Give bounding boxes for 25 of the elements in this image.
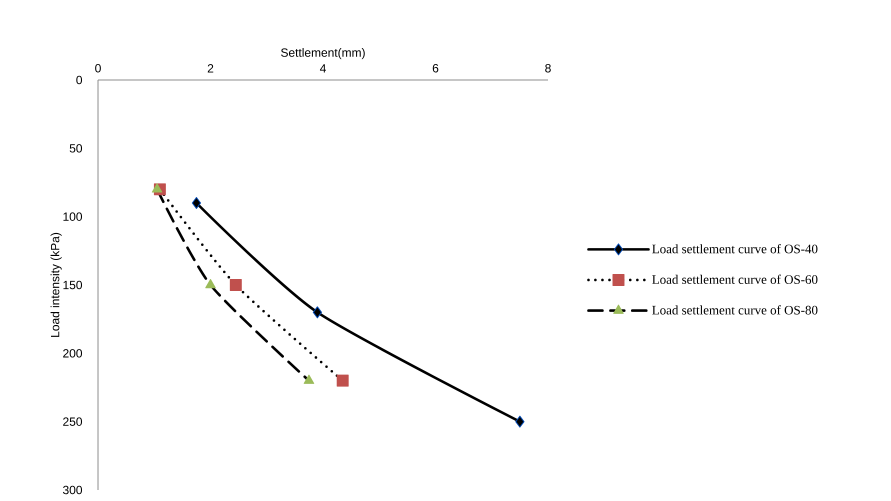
x-tick-label: 4: [320, 64, 326, 72]
point: [205, 279, 216, 288]
x-axis-title: Settlement(mm): [281, 48, 365, 60]
point: [304, 374, 314, 384]
point: [515, 416, 524, 428]
y-tick-label: 200: [63, 349, 82, 358]
y-tick-label: 300: [62, 486, 82, 494]
y-tick-label: 50: [70, 144, 82, 153]
y-tick-label: 0: [76, 76, 82, 84]
y-tick-label: 250: [63, 417, 82, 426]
x-tick-label: 0: [95, 64, 101, 72]
legend-label: Load settlement curve of OS-60: [652, 274, 818, 284]
legend-label: Load settlement curve of OS-80: [652, 305, 818, 315]
point: [336, 374, 349, 387]
legend-label: Load settlement curve of OS-40: [652, 244, 818, 254]
point: [192, 197, 202, 209]
point: [230, 279, 242, 291]
y-tick-label: 150: [63, 280, 82, 290]
y-axis-title: Load intensity (kPa): [50, 232, 62, 337]
point: [152, 183, 162, 193]
x-tick-label: 6: [432, 64, 438, 72]
x-tick-label: 2: [208, 64, 214, 72]
x-tick-label: 8: [545, 64, 551, 72]
y-tick-label: 100: [63, 212, 82, 221]
point: [312, 306, 322, 318]
